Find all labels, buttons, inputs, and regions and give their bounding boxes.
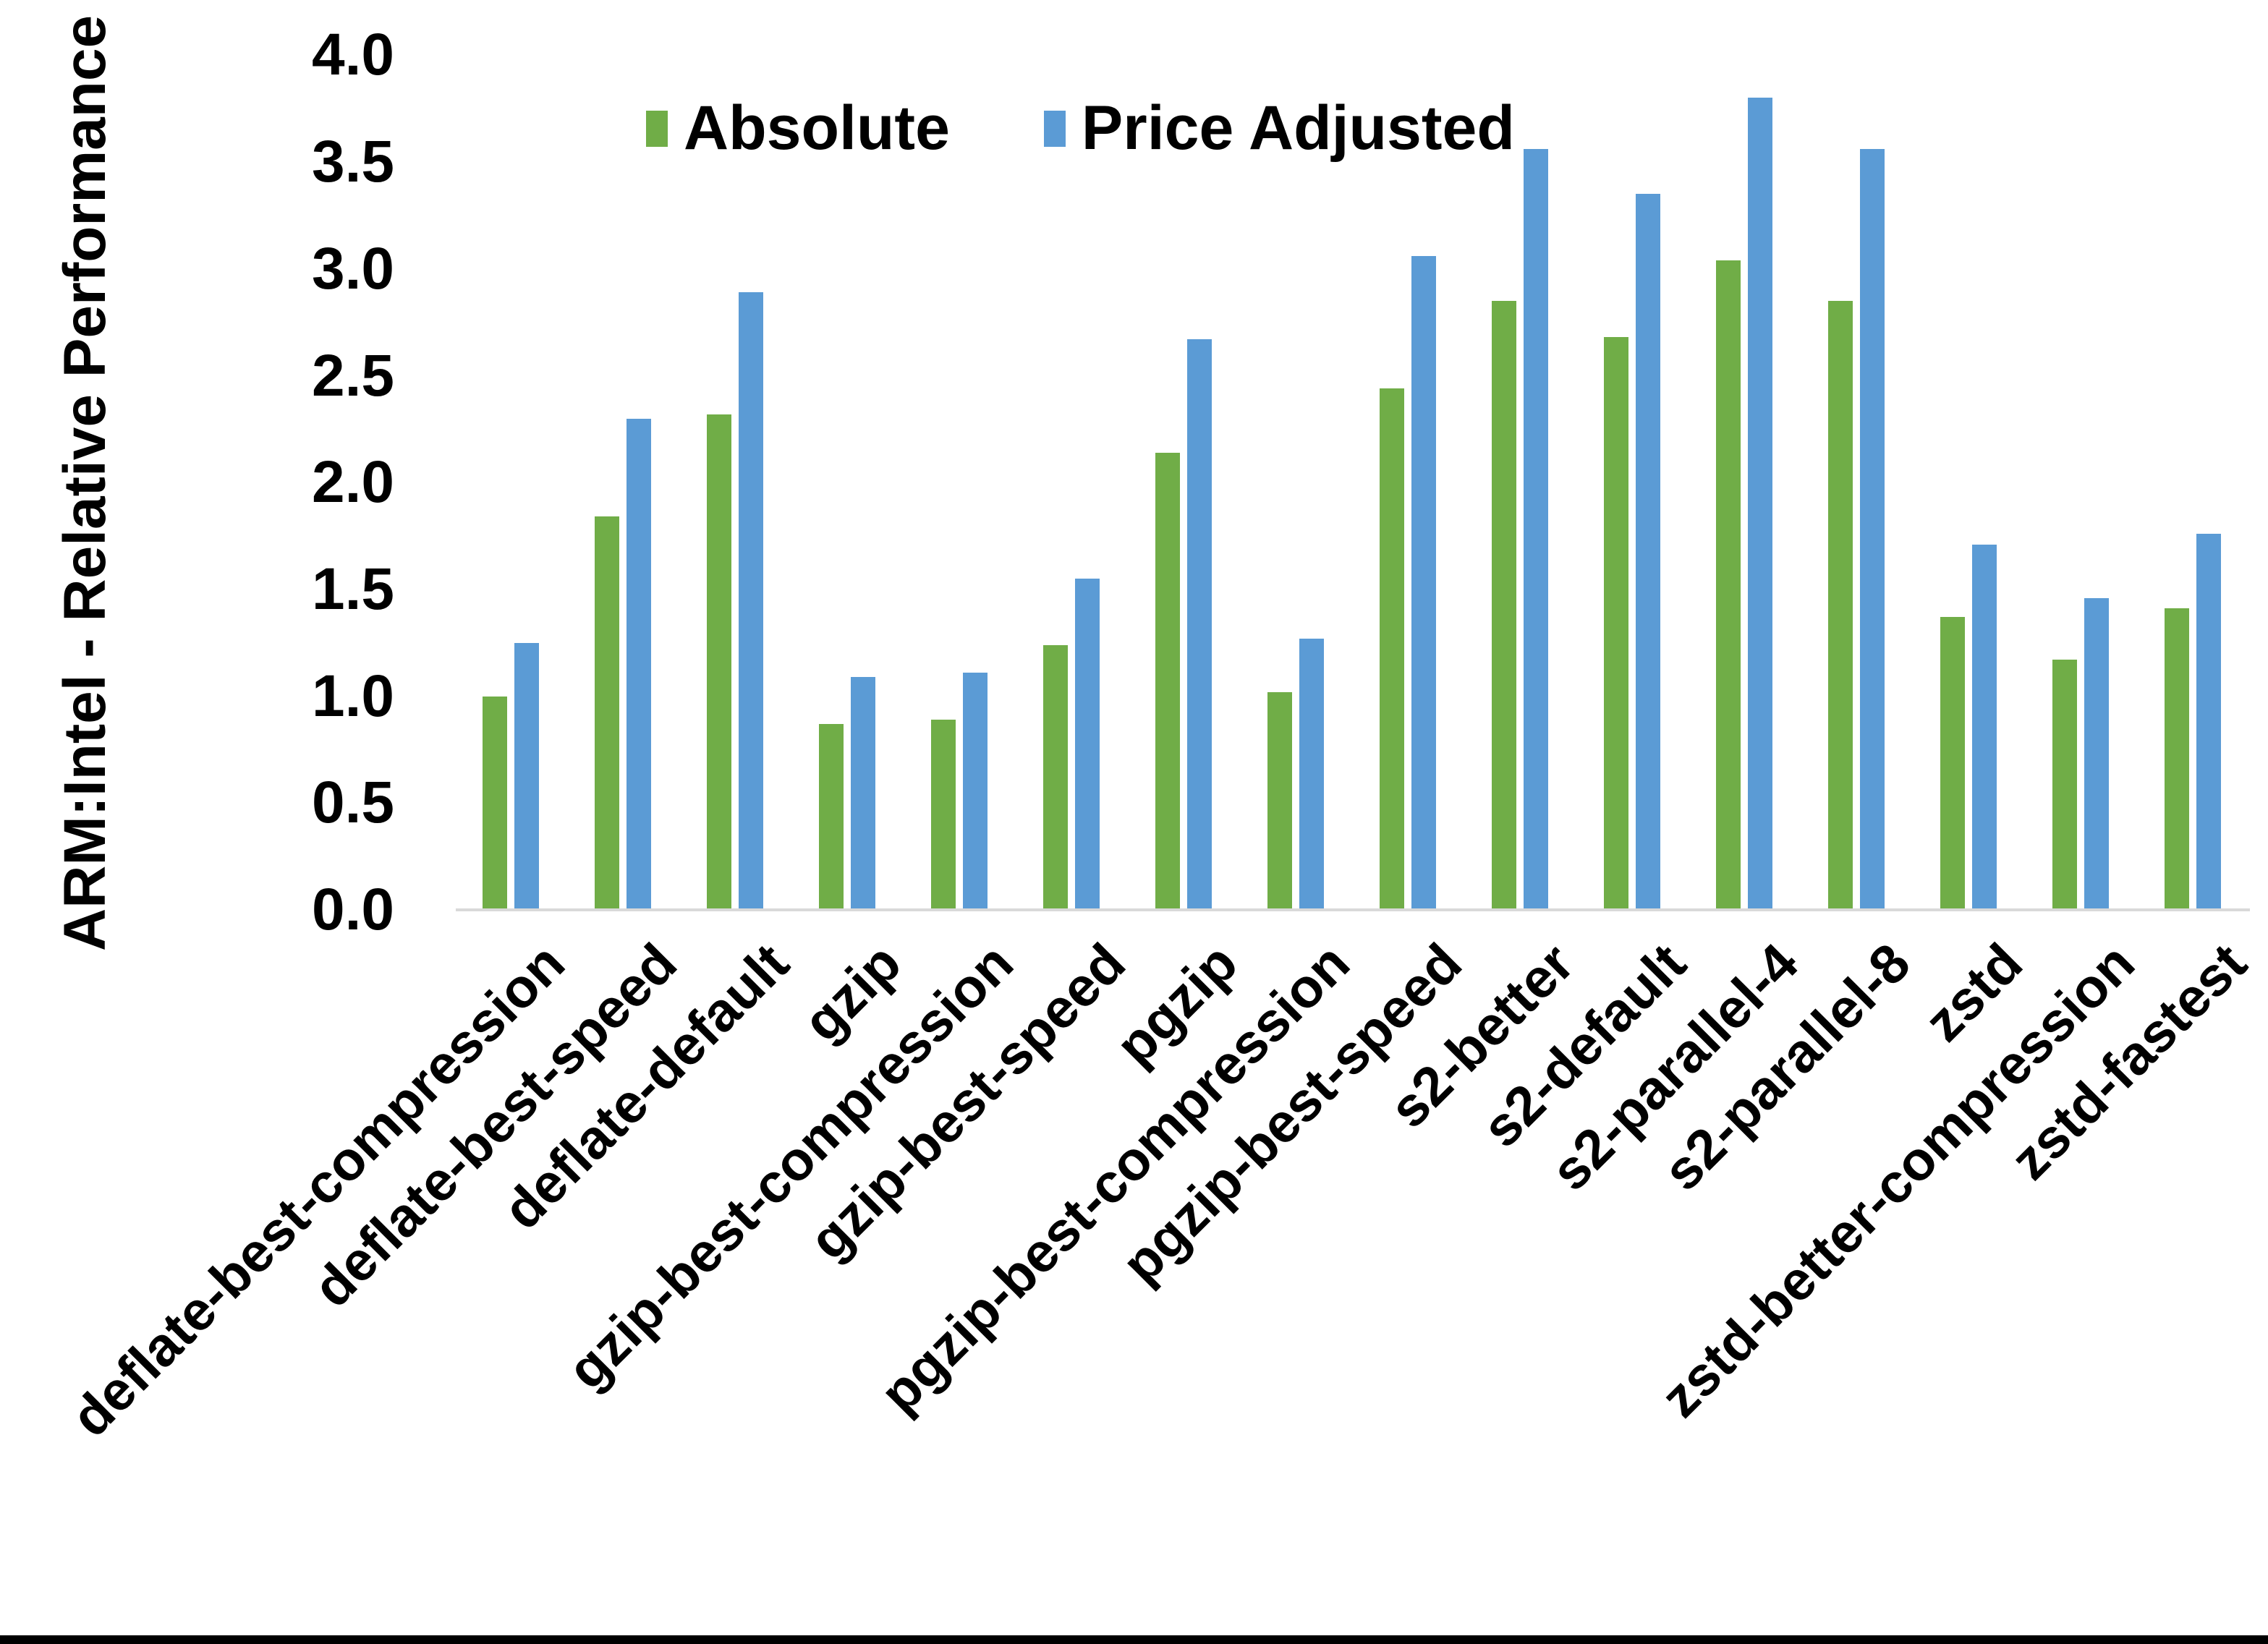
y-tick-label: 3.0	[312, 235, 394, 302]
bar-price-adjusted-s2-parallel-8	[1860, 149, 1885, 910]
legend-swatch-icon	[646, 110, 668, 147]
bar-price-adjusted-s2-better	[1524, 149, 1548, 910]
bar-absolute-gzip-best-compression	[931, 720, 956, 910]
bar-absolute-pgzip-best-speed	[1380, 388, 1404, 910]
y-tick-label: 1.0	[312, 663, 394, 729]
bar-price-adjusted-pgzip-best-speed	[1411, 256, 1436, 910]
bar-absolute-pgzip-best-compression	[1267, 691, 1292, 910]
x-axis-line	[456, 908, 2250, 911]
bar-absolute-zstd	[1940, 617, 1965, 910]
bar-price-adjusted-gzip	[851, 677, 875, 910]
legend-item-price-adjusted: Price Adjusted	[1043, 93, 1515, 164]
legend-label: Price Adjusted	[1081, 93, 1515, 163]
bar-price-adjusted-deflate-default	[739, 292, 763, 910]
y-tick-label: 0.0	[312, 877, 394, 942]
bar-absolute-pgzip	[1155, 452, 1180, 910]
y-tick-label: 0.5	[312, 770, 394, 836]
bar-absolute-gzip-best-speed	[1043, 644, 1068, 910]
legend: Absolute Price Adjusted	[646, 93, 1515, 164]
y-tick-label: 2.0	[312, 449, 394, 516]
bar-price-adjusted-zstd-fastest	[2196, 534, 2221, 910]
bar-absolute-s2-better	[1492, 301, 1516, 910]
y-tick-label: 4.0	[312, 22, 394, 88]
legend-swatch-icon	[1043, 110, 1066, 147]
bar-absolute-s2-default	[1604, 337, 1628, 910]
bar-price-adjusted-s2-default	[1636, 194, 1660, 910]
legend-label: Absolute	[684, 93, 950, 163]
bar-price-adjusted-deflate-best-compression	[514, 642, 539, 910]
y-axis-title: ARM:Intel - Relative Performance	[52, 14, 118, 952]
y-tick-label: 3.5	[312, 129, 394, 195]
bar-absolute-gzip	[819, 724, 844, 910]
bar-price-adjusted-pgzip-best-compression	[1299, 638, 1324, 910]
legend-item-absolute: Absolute	[646, 93, 950, 164]
y-tick-label: 2.5	[312, 342, 394, 409]
bar-price-adjusted-deflate-best-speed	[627, 418, 651, 910]
bar-absolute-deflate-best-speed	[595, 516, 619, 910]
bar-price-adjusted-pgzip	[1187, 339, 1212, 910]
y-tick-label: 1.5	[312, 555, 394, 622]
bar-absolute-s2-parallel-8	[1828, 301, 1853, 910]
bar-price-adjusted-gzip-best-speed	[1075, 579, 1100, 910]
bar-price-adjusted-zstd	[1972, 544, 1997, 910]
bar-price-adjusted-zstd-better-compression	[2084, 597, 2109, 910]
page-bottom-border	[0, 1635, 2268, 1644]
bar-price-adjusted-s2-parallel-4	[1748, 98, 1772, 910]
bar-absolute-deflate-best-compression	[483, 696, 507, 910]
bar-absolute-zstd-fastest	[2165, 608, 2189, 910]
bar-absolute-deflate-default	[707, 414, 731, 910]
bar-absolute-zstd-better-compression	[2052, 660, 2077, 910]
bar-absolute-s2-parallel-4	[1716, 260, 1741, 910]
bar-price-adjusted-gzip-best-compression	[963, 673, 988, 910]
